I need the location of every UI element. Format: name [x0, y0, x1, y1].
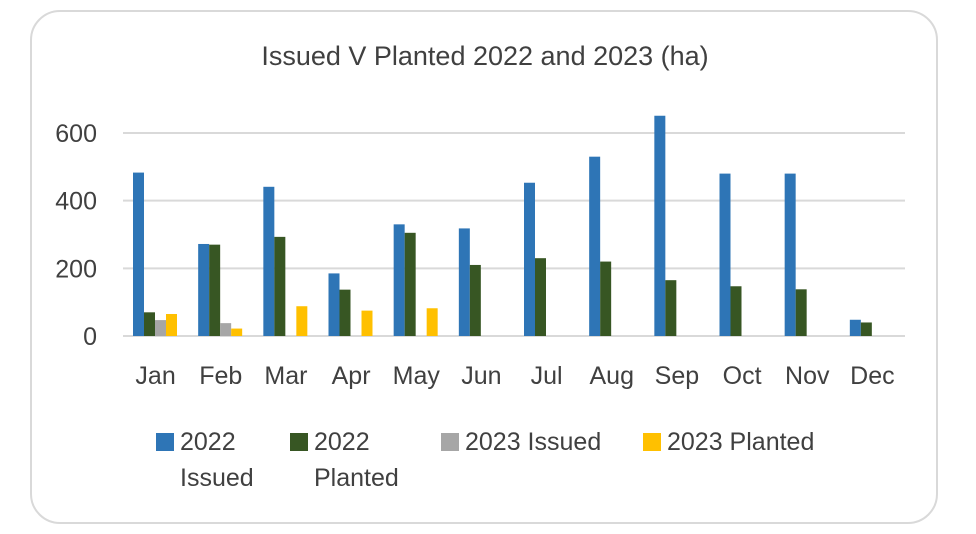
legend-label-2023-planted: 2023 Planted: [667, 428, 814, 456]
bar-2022-issued-nov: [784, 173, 796, 336]
bar-2022-issued-sep: [654, 115, 666, 337]
bar-2022-issued-may: [393, 224, 405, 336]
bar-2023-issued-feb: [220, 323, 232, 336]
bar-2022-planted-apr: [339, 289, 351, 336]
bar-2022-planted-nov: [795, 289, 807, 336]
y-tick-label: 0: [83, 323, 97, 351]
bar-2023-planted-jan: [166, 314, 177, 336]
x-tick-label: Dec: [850, 362, 894, 390]
legend-swatch-2022-issued: [156, 433, 174, 451]
bar-2022-planted-jun: [469, 264, 481, 336]
bar-2023-planted-may: [426, 308, 438, 336]
legend-swatch-2023-issued: [441, 433, 459, 451]
bars: [133, 115, 872, 337]
y-tick-label: 200: [55, 255, 97, 283]
legend-label-2023-issued: 2023 Issued: [465, 428, 601, 456]
bar-2022-planted-mar: [274, 236, 286, 336]
bar-2023-planted-apr: [361, 310, 373, 336]
y-axis-ticks: 0 200 400 600: [55, 120, 97, 351]
x-tick-label: Nov: [785, 362, 830, 390]
x-tick-label: Feb: [199, 362, 242, 390]
y-tick-label: 600: [55, 120, 97, 148]
chart-title: Issued V Planted 2022 and 2023 (ha): [261, 41, 708, 71]
x-tick-label: Jul: [531, 362, 563, 390]
bar-2022-issued-feb: [198, 243, 210, 336]
bar-2022-issued-jul: [524, 182, 535, 336]
x-tick-label: Apr: [332, 362, 371, 390]
bar-2022-planted-jan: [144, 312, 155, 336]
x-tick-label: Jun: [461, 362, 501, 390]
gridlines: [123, 132, 905, 337]
bar-2022-issued-jan: [133, 172, 144, 336]
x-tick-label: Oct: [723, 362, 762, 390]
x-tick-label: Sep: [655, 362, 699, 390]
bar-2022-issued-dec: [849, 319, 861, 336]
legend-swatch-2022-planted: [290, 433, 308, 451]
bar-2022-planted-jul: [535, 258, 546, 336]
bar-2022-issued-apr: [328, 273, 340, 336]
bar-2022-issued-jun: [458, 228, 470, 336]
bar-2023-issued-jan: [155, 320, 166, 336]
x-axis-ticks: Jan Feb Mar Apr May Jun Jul Aug Sep Oct Nov Dec: [135, 362, 894, 390]
bar-2022-issued-mar: [263, 186, 275, 336]
bar-2022-planted-may: [404, 232, 416, 336]
x-tick-label: Jan: [135, 362, 175, 390]
legend-label-2022-planted: 2022 Planted: [314, 428, 399, 492]
bar-2022-planted-feb: [209, 244, 221, 336]
bar-2022-issued-oct: [719, 173, 731, 336]
x-tick-label: Mar: [264, 362, 307, 390]
bar-2022-planted-sep: [665, 280, 677, 336]
x-tick-label: Aug: [590, 362, 634, 390]
bar-2023-planted-mar: [296, 306, 308, 336]
bar-2022-planted-oct: [730, 286, 742, 336]
x-tick-label: May: [393, 362, 441, 390]
bar-2022-planted-dec: [860, 322, 872, 336]
bar-2022-issued-aug: [589, 156, 601, 336]
y-tick-label: 400: [55, 188, 97, 216]
legend-swatch-2023-planted: [643, 433, 661, 451]
legend: 2022 Issued 2022 Planted 2023 Issued 202…: [156, 428, 814, 492]
bar-2022-planted-aug: [600, 261, 612, 336]
bar-2023-planted-feb: [231, 328, 243, 336]
legend-label-2022-issued: 2022 Issued: [180, 428, 254, 492]
